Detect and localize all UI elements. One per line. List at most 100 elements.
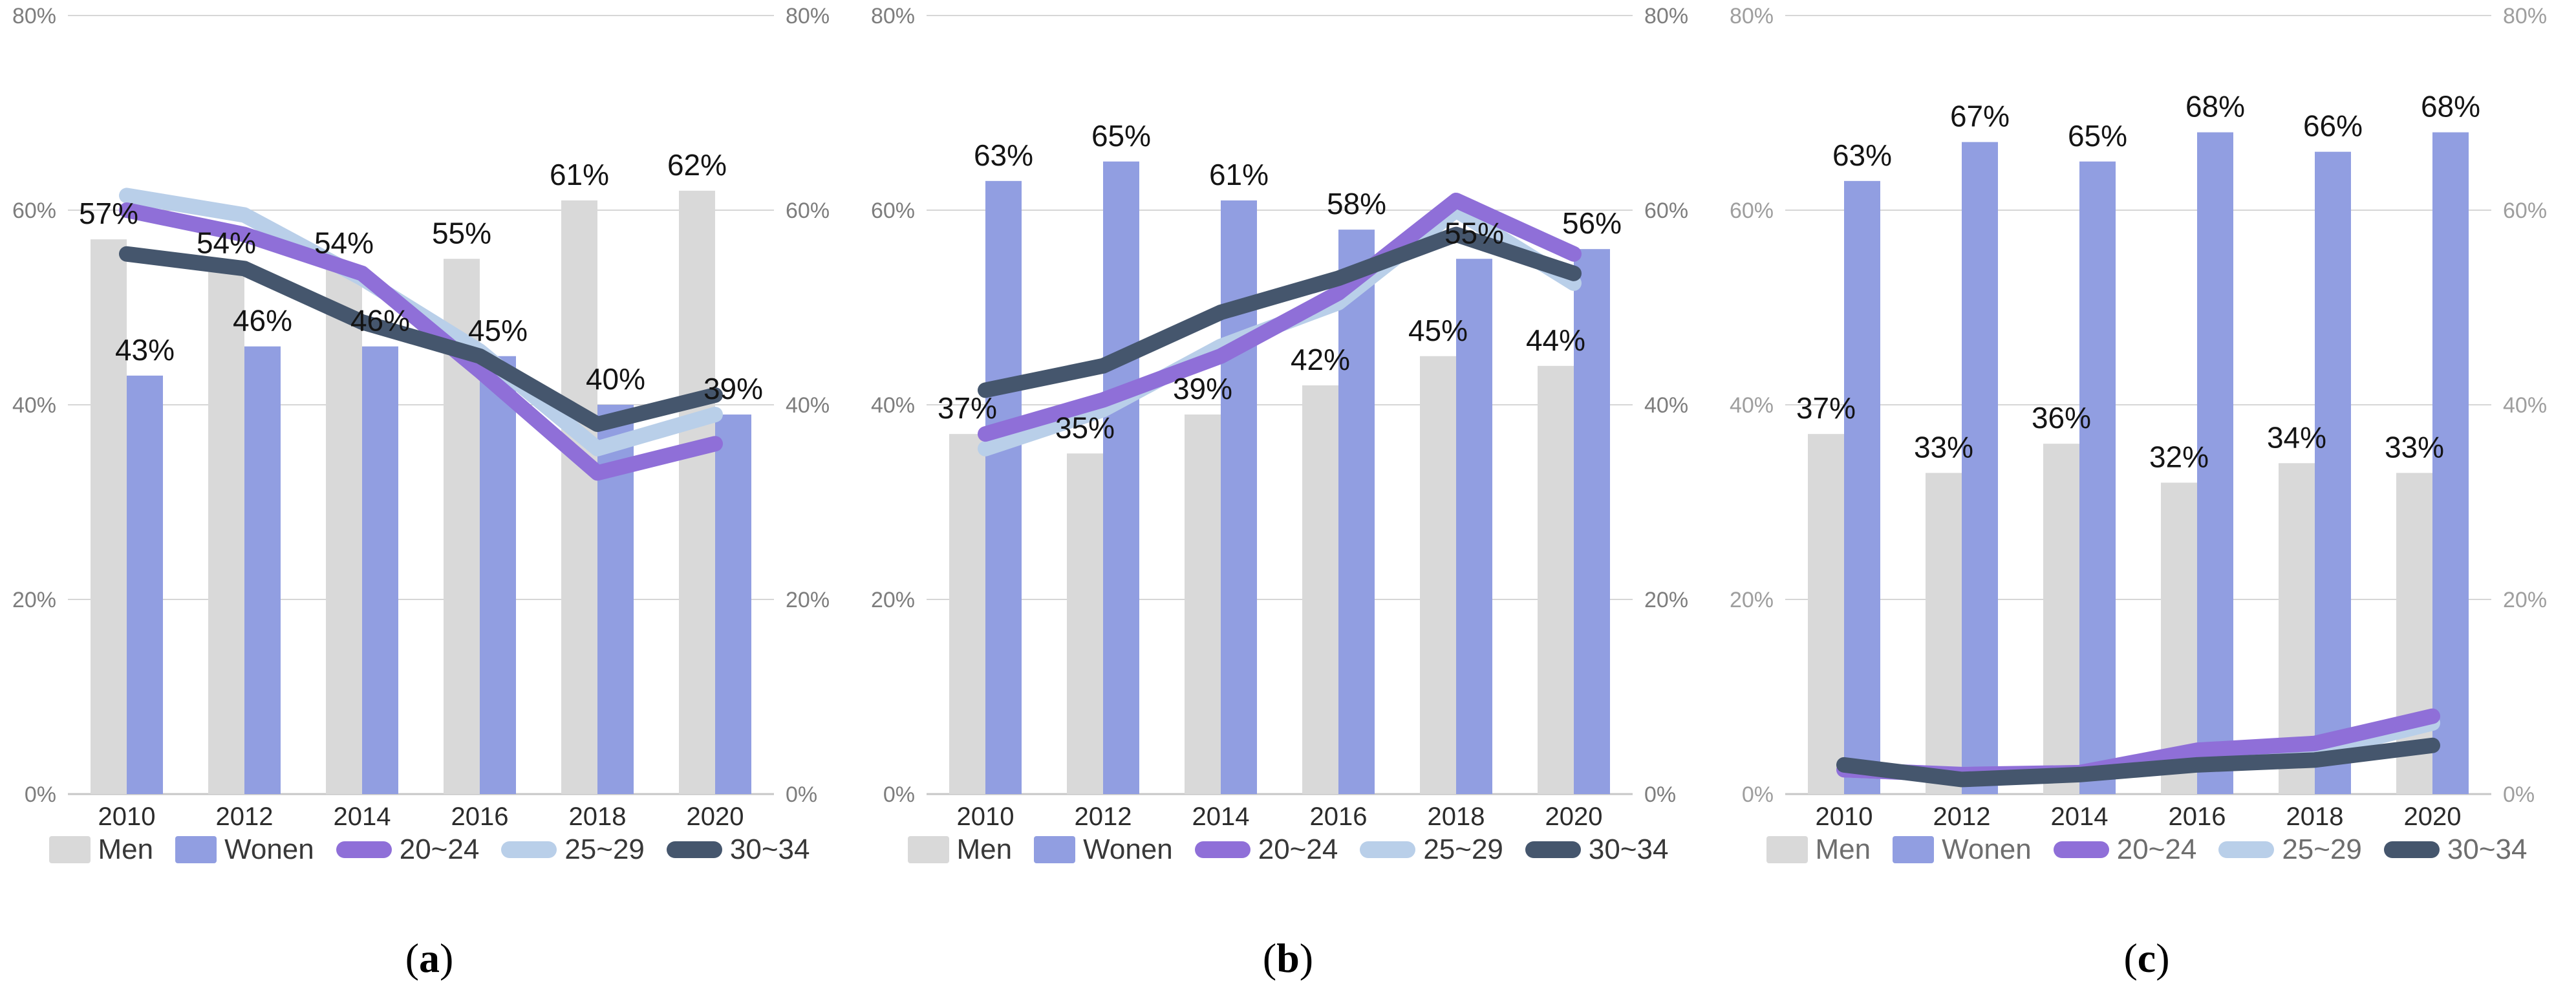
bar-wonen-2010 [1844,180,1880,795]
bar-men-2016 [1302,385,1338,794]
x-axis-label-2020: 2020 [687,802,744,831]
bar-label-wonen-2014: 61% [1209,158,1269,191]
x-axis-label-2016: 2016 [451,802,509,831]
legend-line-swatch-20-24 [336,841,392,858]
legend-line-swatch-25-29 [2218,841,2275,858]
bar-label-wonen-2012: 46% [233,304,292,338]
bar-men-2014 [326,268,362,794]
legend-item-30-34: 30~34 [1525,835,1668,864]
bar-wonen-2012 [1962,142,1998,794]
legend-label-wonen: Wonen [1083,834,1173,865]
y-axis-left-tick-40: 40% [871,393,915,418]
legend-line-swatch-20-24 [1194,841,1250,858]
y-axis-right-tick-0: 0% [2503,782,2535,807]
y-axis-left-tick-80: 80% [12,4,56,28]
y-axis-left-tick-0: 0% [25,782,56,807]
y-axis-left-tick-80: 80% [1730,4,1774,28]
bar-men-2010 [1808,434,1844,794]
y-axis-left-tick-20: 20% [871,588,915,612]
bar-wonen-2010 [127,375,163,794]
bar-label-men-2012: 35% [1055,411,1115,444]
x-axis-label-2014: 2014 [334,802,391,831]
y-axis-right-tick-60: 60% [2503,199,2547,223]
bar-label-men-2020: 33% [2385,430,2444,464]
bar-men-2020 [679,190,715,794]
y-axis-left-tick-0: 0% [1742,782,1774,807]
bar-label-wonen-2020: 56% [1562,206,1622,240]
bar-label-men-2014: 36% [2032,401,2091,435]
y-axis-right-tick-0: 0% [786,782,817,807]
bar-men-2012 [1926,473,1962,794]
y-axis-right-tick-20: 20% [1644,588,1688,612]
bar-label-wonen-2014: 46% [350,304,410,338]
chart-panel-c: 0% 0% 20% 20% 40% 40% 60% 60% 80% 80% 37% 33% 36% 32%… [1717,0,2576,1001]
bar-label-wonen-2016: 68% [2185,90,2245,124]
y-axis-right-tick-20: 20% [786,588,830,612]
line-30-34 [119,246,723,433]
bar-men-2010 [949,434,985,794]
legend-item-men: Men [48,834,154,865]
x-axis-label-2010: 2010 [957,802,1014,831]
legend-item-wonen: Wonen [1034,835,1173,864]
y-axis-right-tick-40: 40% [2503,393,2547,418]
caption-letter-a: a [419,935,440,981]
chart-canvas-b: 0% 0% 20% 20% 40% 40% 60% 60% 80% 80% 37% 35% 39% 42%… [871,4,1688,831]
y-axis-right-tick-40: 40% [1644,393,1688,418]
bar-wonen-2012 [244,346,281,794]
bar-label-men-2012: 33% [1914,430,1973,464]
chart-panel-b: 0% 0% 20% 20% 40% 40% 60% 60% 80% 80% 37% 35% 39% 42%… [859,0,1717,1001]
line-30-34 [1836,737,2440,788]
legend-item-30-34: 30~34 [2383,835,2527,864]
legend-label-wonen: Wonen [1942,834,2032,865]
bar-label-men-2016: 42% [1291,343,1350,376]
x-axis-label-2018: 2018 [2286,802,2344,831]
legend-line-swatch-30-34 [666,841,722,858]
bar-wonen-2018 [1456,259,1492,794]
bar-label-men-2018: 45% [1408,314,1468,347]
caption-a: (a) [405,935,454,981]
legend-label-20-24: 20~24 [399,834,480,865]
y-axis-left-tick-20: 20% [1730,588,1774,612]
bar-men-2018 [561,200,597,794]
bar-label-men-2020: 44% [1526,323,1585,357]
bar-wonen-2018 [2315,151,2351,794]
chart-canvas-c: 0% 0% 20% 20% 40% 40% 60% 60% 80% 80% 37% 33% 36% 32%… [1730,4,2547,831]
legend-line-swatch-25-29 [1360,841,1416,858]
legend-a: Men Wonen 20~24 25~29 30~34 [0,835,859,864]
y-axis-right-tick-20: 20% [2503,588,2547,612]
bar-wonen-2020 [715,414,751,794]
legend-line-swatch-25-29 [501,841,557,858]
legend-bar-swatch-men [1766,836,1808,863]
bar-label-wonen-2018: 66% [2303,109,2363,143]
y-axis-right-tick-60: 60% [786,199,830,223]
bar-label-men-2016: 32% [2149,440,2209,473]
bar-wonen-2020 [1574,249,1610,794]
legend-label-25-29: 25~29 [2282,834,2362,865]
x-axis-label-2020: 2020 [1545,802,1603,831]
bar-wonen-2016 [2197,132,2233,795]
x-axis-label-2014: 2014 [1192,802,1250,831]
legend-line-swatch-30-34 [2383,841,2440,858]
x-axis-label-2012: 2012 [1075,802,1132,831]
legend-label-25-29: 25~29 [564,834,645,865]
y-axis-left-tick-80: 80% [871,4,915,28]
line-20-24 [978,192,1582,442]
bar-label-men-2020: 62% [667,148,727,182]
legend-label-men: Men [98,834,154,865]
y-axis-right-tick-80: 80% [786,4,830,28]
bar-label-wonen-2012: 67% [1950,100,2010,133]
x-axis-label-2016: 2016 [1310,802,1368,831]
chart-canvas-a: 0% 0% 20% 20% 40% 40% 60% 60% 80% 80% 57% 54% 54% 55%… [12,4,830,831]
y-axis-right-tick-80: 80% [1644,4,1688,28]
legend-item-20-24: 20~24 [336,834,480,865]
y-axis-right-tick-80: 80% [2503,4,2547,28]
bar-label-men-2010: 57% [79,197,138,230]
bar-men-2016 [2161,482,2197,794]
bar-wonen-2012 [1103,161,1139,794]
legend-item-30-34: 30~34 [666,835,810,864]
bar-label-wonen-2018: 55% [1444,216,1504,250]
legend-item-25-29: 25~29 [2218,835,2362,864]
x-axis-label-2012: 2012 [1933,802,1991,831]
legend-item-20-24: 20~24 [2053,835,2196,864]
bar-label-wonen-2020: 39% [703,372,763,405]
